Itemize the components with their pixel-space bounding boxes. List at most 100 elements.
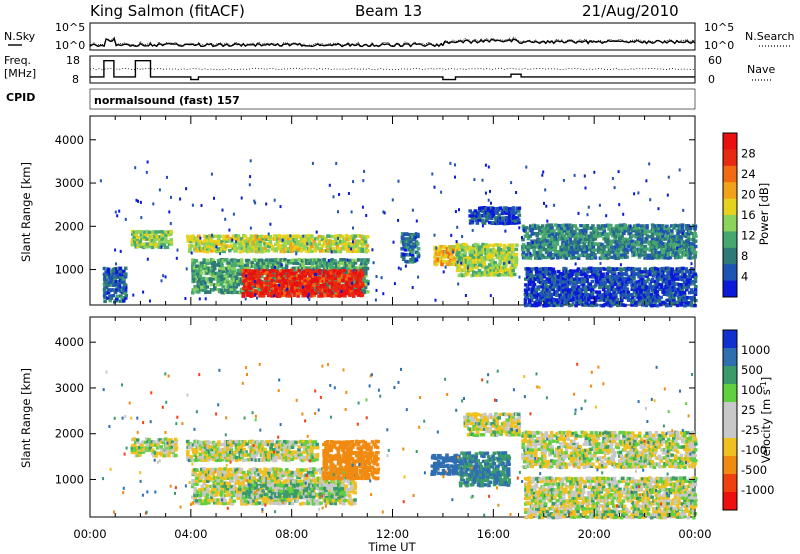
echo-cell [359, 268, 363, 273]
echo-cell [614, 248, 618, 252]
echo-cell [500, 211, 505, 216]
echo-cell [325, 279, 329, 283]
echo-cell [266, 281, 271, 286]
echo-cell [659, 247, 664, 252]
echo-cell [411, 286, 414, 289]
echo-cell [567, 290, 571, 294]
echo-cell [571, 252, 576, 257]
echo-cell [201, 264, 206, 268]
echo-cell [249, 291, 253, 296]
echo-cell [440, 245, 444, 249]
echo-cell [141, 242, 146, 246]
echo-cell [636, 239, 640, 243]
echo-cell [598, 285, 602, 290]
echo-cell [326, 234, 330, 238]
echo-cell [333, 234, 338, 238]
echo-cell [651, 285, 656, 289]
echo-cell [308, 236, 312, 240]
echo-cell [258, 279, 262, 283]
echo-cell [639, 292, 644, 296]
echo-cell [322, 284, 327, 288]
y-tick-label: 1000 [55, 263, 84, 277]
echo-cell [648, 255, 653, 260]
echo-cell [219, 282, 224, 287]
echo-cell [509, 273, 513, 278]
echo-cell [657, 300, 662, 304]
echo-cell [343, 294, 347, 298]
echo-cell [319, 286, 323, 290]
echo-cell [565, 285, 569, 289]
echo-cell [485, 219, 489, 223]
echo-cell [207, 247, 212, 251]
echo-cell [475, 253, 479, 257]
echo-cell [482, 255, 486, 260]
echo-cell [623, 226, 628, 230]
echo-cell [185, 187, 188, 191]
echo-cell [684, 275, 689, 279]
echo-cell [167, 230, 171, 234]
echo-cell [693, 224, 698, 228]
echo-cell [604, 253, 608, 257]
echo-cell [505, 256, 510, 260]
echo-cell [479, 214, 483, 218]
echo-cell [299, 249, 304, 253]
echo-cell [337, 294, 342, 298]
echo-cell [507, 255, 512, 259]
echo-cell [511, 265, 515, 269]
echo-cell [555, 253, 559, 257]
echo-cell [293, 274, 298, 278]
echo-cell [365, 260, 370, 265]
echo-cell [321, 264, 325, 268]
echo-cell [320, 237, 325, 242]
echo-cell [174, 453, 178, 458]
echo-cell [484, 243, 489, 247]
echo-cell [635, 290, 640, 294]
echo-cell [240, 263, 244, 267]
echo-cell [159, 240, 164, 244]
echo-cell [686, 295, 690, 300]
echo-cell [253, 199, 256, 203]
echo-cell [156, 235, 160, 239]
echo-cell [686, 232, 690, 236]
echo-cell [472, 260, 476, 264]
echo-cell [653, 226, 658, 230]
echo-cell [525, 292, 530, 296]
echo-cell [108, 277, 112, 281]
echo-cell [469, 253, 474, 257]
echo-cell [559, 274, 564, 279]
echo-cell [693, 292, 698, 296]
echo-cell [546, 239, 550, 243]
echo-cell [141, 450, 145, 454]
echo-cell [528, 242, 533, 247]
noise-left-tick-top: 10^5 [55, 21, 85, 34]
echo-cell [219, 271, 224, 275]
echo-cell [614, 287, 619, 292]
echo-cell [688, 280, 692, 284]
echo-cell [464, 243, 469, 247]
echo-cell [407, 242, 411, 247]
echo-cell [284, 260, 289, 265]
echo-cell [639, 247, 644, 252]
echo-cell [693, 277, 698, 282]
echo-cell [656, 228, 660, 232]
echo-cell [462, 267, 467, 272]
echo-cell [549, 287, 553, 292]
colorbar-tick-label: 8 [741, 249, 748, 263]
echo-cell [115, 262, 117, 266]
echo-cell [623, 266, 627, 271]
echo-cell [491, 247, 496, 252]
echo-cell [362, 287, 366, 292]
echo-cell [682, 245, 687, 249]
echo-cell [247, 272, 251, 276]
echo-cell [513, 265, 517, 269]
echo-cell [641, 298, 646, 303]
echo-cell [328, 183, 331, 187]
echo-cell [622, 289, 627, 294]
echo-cell [114, 280, 117, 284]
echo-cell [215, 458, 219, 463]
echo-cell [410, 260, 415, 264]
echo-cell [360, 271, 365, 275]
echo-cell [220, 264, 224, 268]
echo-cell [106, 272, 111, 276]
echo-cell [257, 287, 262, 291]
